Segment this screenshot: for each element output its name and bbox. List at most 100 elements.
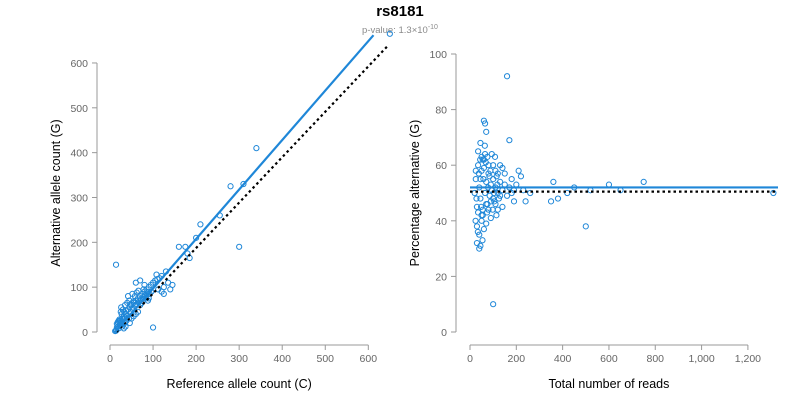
data-point [564, 189, 571, 197]
data-point [515, 167, 522, 174]
y-tick-label: 80 [435, 105, 447, 117]
x-tick-label: 0 [467, 353, 473, 365]
data-point [493, 173, 500, 180]
data-point [113, 320, 120, 328]
data-point [489, 206, 496, 213]
data-point [487, 214, 494, 222]
data-point [227, 183, 234, 190]
data-point [169, 281, 176, 289]
data-point [475, 148, 482, 155]
data-point [770, 189, 777, 197]
y-axis-title: Percentage alternative (G) [408, 120, 422, 267]
reference-line [115, 45, 389, 333]
data-point [477, 176, 484, 183]
data-point [527, 189, 534, 197]
chart-title: rs8181 [376, 3, 424, 20]
y-tick-label: 400 [70, 148, 88, 160]
data-point [481, 120, 489, 127]
y-tick-label: 300 [70, 192, 88, 204]
data-point [386, 30, 393, 37]
data-point [160, 290, 167, 297]
data-point [517, 173, 525, 180]
data-point [472, 217, 479, 224]
y-tick-label: 20 [435, 271, 447, 283]
data-point [506, 137, 513, 144]
data-point [497, 192, 504, 199]
data-point [481, 189, 489, 197]
data-point [253, 145, 260, 152]
y-tick-label: 40 [435, 216, 447, 228]
x-tick-label: 300 [230, 353, 248, 365]
data-point [501, 170, 508, 177]
data-point [118, 304, 125, 311]
data-point [473, 195, 480, 202]
data-point [482, 159, 489, 166]
data-point [490, 189, 498, 197]
data-point [490, 195, 497, 202]
x-tick-label: 1,000 [688, 353, 714, 365]
fit-line [114, 34, 375, 333]
y-tick-label: 200 [70, 237, 88, 249]
y-tick-label: 600 [70, 58, 88, 70]
data-point [472, 176, 479, 183]
data-point [153, 271, 160, 278]
x-tick-label: 600 [600, 353, 618, 365]
subtitle-exponent: -10 [427, 24, 438, 31]
data-point [477, 195, 484, 202]
data-point [475, 170, 482, 177]
data-point [481, 142, 488, 149]
x-tick-label: 0 [107, 353, 113, 365]
data-point [487, 167, 494, 174]
data-point [491, 153, 499, 160]
data-point [473, 239, 481, 247]
data-point [640, 178, 647, 185]
data-point [236, 243, 243, 250]
y-tick-label: 0 [82, 327, 88, 339]
data-point [477, 156, 484, 163]
data-point [480, 226, 487, 233]
data-point [140, 286, 147, 293]
x-tick-label: 1,200 [735, 353, 761, 365]
data-point [486, 173, 493, 180]
y-tick-label: 100 [429, 49, 447, 61]
data-point [495, 195, 503, 202]
data-point [476, 245, 483, 252]
data-point [490, 301, 497, 308]
data-point [478, 203, 485, 210]
data-point [550, 178, 557, 185]
x-tick-label: 800 [646, 353, 664, 365]
data-point [483, 201, 490, 208]
data-point [488, 150, 495, 158]
data-point [133, 289, 140, 296]
data-point [112, 261, 120, 268]
data-point [473, 223, 481, 230]
data-point [493, 212, 500, 219]
data-point [503, 192, 511, 199]
y-tick-label: 100 [70, 282, 88, 294]
chart-panel-percentage: 0 200 400 600 800 1,000 1,200 0 20 40 60 80 100 Total… [408, 49, 778, 391]
data-point [474, 228, 481, 236]
data-point [480, 117, 487, 124]
data-point [503, 73, 511, 80]
data-point [197, 221, 204, 228]
data-point [149, 324, 157, 331]
data-point [137, 277, 144, 284]
data-point [130, 298, 137, 305]
data-point [479, 237, 486, 244]
data-point [477, 242, 484, 249]
x-axis-title: Reference allele count (C) [167, 377, 312, 391]
data-point [508, 176, 515, 183]
data-point [473, 203, 481, 210]
subtitle-prefix: p-value: 1.3×10 [362, 25, 428, 37]
x-axis-title: Total number of reads [548, 377, 669, 391]
data-point [175, 243, 182, 250]
data-point [491, 198, 498, 205]
data-point [499, 164, 506, 172]
data-point [554, 195, 562, 202]
x-tick-label: 400 [273, 353, 291, 365]
data-point [510, 198, 518, 205]
data-point [582, 223, 589, 230]
y-axis-title: Alternative allele count (G) [49, 119, 63, 266]
